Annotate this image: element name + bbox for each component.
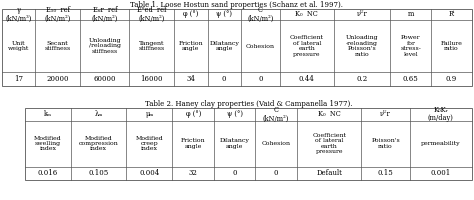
- Text: 0: 0: [232, 169, 237, 177]
- Text: 20000: 20000: [46, 75, 69, 83]
- Text: λₘ: λₘ: [95, 110, 103, 118]
- Text: 0.2: 0.2: [356, 75, 368, 83]
- Text: Dilatancy
angle: Dilatancy angle: [220, 138, 250, 149]
- Text: νᵁr: νᵁr: [380, 110, 391, 118]
- Text: μₘ: μₘ: [146, 110, 154, 118]
- Text: ψ (°): ψ (°): [216, 10, 232, 18]
- Text: 0: 0: [258, 75, 263, 83]
- Text: 0.9: 0.9: [446, 75, 457, 83]
- Text: Eᵒed  ref
(kN/m²): Eᵒed ref (kN/m²): [137, 6, 166, 23]
- Text: 0.105: 0.105: [89, 169, 109, 177]
- Text: m: m: [408, 10, 414, 18]
- Text: K₀  NC: K₀ NC: [295, 10, 318, 18]
- Text: K₀  NC: K₀ NC: [318, 110, 340, 118]
- Text: γ
(kN/m³): γ (kN/m³): [6, 6, 32, 23]
- Text: Unit
weight: Unit weight: [8, 41, 29, 51]
- Text: 34: 34: [186, 75, 195, 83]
- Text: Dilatancy
angle: Dilatancy angle: [210, 41, 239, 51]
- Text: Coefficient
of lateral
earth
pressure: Coefficient of lateral earth pressure: [290, 35, 324, 57]
- Text: 0.016: 0.016: [38, 169, 58, 177]
- Text: Default: Default: [316, 169, 342, 177]
- Text: permeability: permeability: [421, 141, 461, 146]
- Text: Rⁱ: Rⁱ: [448, 10, 455, 18]
- Text: 0.65: 0.65: [403, 75, 419, 83]
- Text: Cohesion: Cohesion: [246, 44, 275, 48]
- Text: 0.001: 0.001: [431, 169, 451, 177]
- Text: φ (°): φ (°): [185, 110, 201, 118]
- Text: 0.004: 0.004: [139, 169, 160, 177]
- Text: Friction
angle: Friction angle: [179, 41, 203, 51]
- Text: Modified
compression
index: Modified compression index: [79, 136, 118, 151]
- Bar: [2, 8, 472, 86]
- Text: 0: 0: [274, 169, 278, 177]
- Text: Cohesion: Cohesion: [262, 141, 291, 146]
- Text: Table 1. Loose Hostun sand properties (Schanz et al. 1997).: Table 1. Loose Hostun sand properties (S…: [130, 1, 344, 9]
- Text: Modified
swelling
index: Modified swelling index: [34, 136, 62, 151]
- Text: Friction
angle: Friction angle: [181, 138, 206, 149]
- Text: Power
for
stress-
level: Power for stress- level: [401, 35, 421, 57]
- Text: Eᵤr  ref
(kN/m²): Eᵤr ref (kN/m²): [91, 6, 118, 23]
- Text: ψ (°): ψ (°): [227, 110, 243, 118]
- Text: Unloading
/reloading
stiffness: Unloading /reloading stiffness: [89, 38, 121, 54]
- Text: 0: 0: [222, 75, 227, 83]
- Text: C
(kN/m²): C (kN/m²): [247, 6, 273, 23]
- Text: Failure
ratio: Failure ratio: [441, 41, 463, 51]
- Text: kₘ: kₘ: [44, 110, 52, 118]
- Text: Table 2. Haney clay properties (Vaid & Campanella 1977).: Table 2. Haney clay properties (Vaid & C…: [145, 100, 352, 108]
- Bar: [25, 108, 472, 180]
- Text: C
(kN/m²): C (kN/m²): [263, 106, 289, 122]
- Text: 16000: 16000: [140, 75, 163, 83]
- Text: Unloading
-reloading
Poisson's
ratio: Unloading -reloading Poisson's ratio: [346, 35, 378, 57]
- Text: 0.44: 0.44: [299, 75, 315, 83]
- Text: νᵁr: νᵁr: [357, 10, 367, 18]
- Text: 32: 32: [189, 169, 198, 177]
- Text: Secant
stiffness: Secant stiffness: [45, 41, 71, 51]
- Text: Modified
creep
index: Modified creep index: [136, 136, 164, 151]
- Text: K₀Kᵣ
(m/day): K₀Kᵣ (m/day): [428, 106, 454, 122]
- Text: φ (°): φ (°): [183, 10, 199, 18]
- Text: 0.15: 0.15: [378, 169, 393, 177]
- Text: Tangent
stiffness: Tangent stiffness: [138, 41, 165, 51]
- Text: E₅₀  ref
(kN/m²): E₅₀ ref (kN/m²): [45, 6, 71, 23]
- Text: 60000: 60000: [93, 75, 116, 83]
- Text: 17: 17: [14, 75, 23, 83]
- Text: Coefficient
of lateral
earth
pressure: Coefficient of lateral earth pressure: [312, 133, 346, 154]
- Text: Poisson's
ratio: Poisson's ratio: [371, 138, 400, 149]
